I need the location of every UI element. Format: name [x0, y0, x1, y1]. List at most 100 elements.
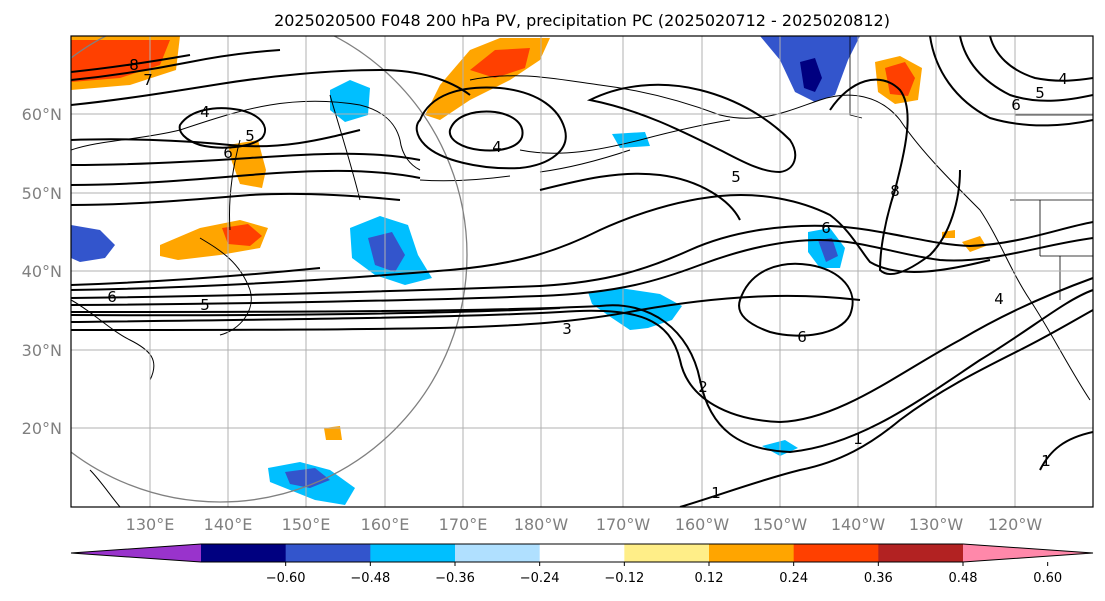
colorbar: −0.60 −0.48 −0.36 −0.24 −0.12 0.12 0.24 0.36 0.4…	[70, 543, 1094, 586]
lat-tick-label: 40°N	[22, 262, 62, 281]
colorbar-tick-label: −0.36	[435, 571, 475, 586]
colorbar-tick-label: 0.60	[1033, 571, 1062, 586]
lon-tick-label: 170°E	[439, 515, 488, 534]
precip-patch-bc-warm	[962, 236, 986, 252]
precip-patch-kamchatka-cold	[330, 80, 370, 122]
precip-patch-marianas-warm	[324, 426, 342, 440]
lon-tick-label: 160°E	[361, 515, 410, 534]
contour-label: 1	[1041, 452, 1051, 470]
contour-label: 6	[223, 144, 233, 162]
coast-alaska	[469, 75, 1091, 401]
contour-label: 5	[200, 296, 210, 314]
pv-contour-north-3	[71, 68, 471, 106]
coast-kamchatka	[329, 94, 421, 201]
pv-contour-north-1	[71, 49, 281, 81]
contour-label: 5	[1035, 84, 1045, 102]
pv-contour-jet-a	[71, 307, 561, 317]
pv-contour-bering-low	[415, 86, 567, 170]
lon-tick-label: 140°E	[204, 515, 253, 534]
lat-tick-label: 20°N	[22, 419, 62, 438]
lat-tick-label: 30°N	[22, 341, 62, 360]
colorbar-tick-label: −0.12	[604, 571, 644, 586]
precip-patch-yukon-hot	[885, 62, 915, 96]
pv-contour-ne-2	[989, 36, 1093, 82]
contour-label: 6	[1011, 96, 1021, 114]
contour-label: 5	[245, 127, 255, 145]
pv-contour-central-bend	[539, 172, 741, 221]
map-frame	[70, 35, 1094, 508]
colorbar-extend-low	[71, 544, 201, 562]
lon-tick-label: 140°W	[831, 515, 886, 534]
colorbar-segment	[455, 544, 541, 562]
pv-contour-5	[71, 221, 1093, 299]
contour-label: 8	[129, 56, 139, 74]
colorbar-tick-label: 0.12	[695, 571, 724, 586]
colorbar-segment	[201, 544, 287, 562]
pv-contour-1	[71, 289, 1093, 454]
contour-label: 6	[821, 219, 831, 237]
contour-label: 7	[143, 71, 153, 89]
lat-tick-label: 50°N	[22, 184, 62, 203]
colorbar-tick-label: 0.36	[864, 571, 893, 586]
pv-contour-jet-b	[71, 267, 321, 286]
contour-label: 5	[731, 168, 741, 186]
precip-patch-japan-hot	[222, 224, 262, 246]
colorbar-tick-label: 0.48	[949, 571, 978, 586]
chart-title: 2025020500 F048 200 hPa PV, precipitatio…	[274, 11, 890, 30]
pv-contour-ne-3	[929, 36, 1093, 127]
coastlines	[71, 75, 1091, 507]
pv-contour-6	[71, 193, 991, 291]
colorbar-tick-label: −0.24	[520, 571, 560, 586]
colorbar-segment	[370, 544, 456, 562]
contour-label: 8	[890, 182, 900, 200]
pv-contour-ne-1	[959, 36, 1093, 102]
contour-label: 4	[200, 103, 210, 121]
radius-circle	[71, 36, 468, 503]
lon-tick-label: 150°E	[282, 515, 331, 534]
lon-tick-label: 150°W	[753, 515, 808, 534]
colorbar-segment	[793, 544, 879, 562]
pv-contour-low-center	[738, 262, 854, 337]
colorbar-segment	[709, 544, 795, 562]
pv-contours	[71, 36, 1093, 507]
graticule	[71, 36, 1093, 507]
lon-tick-label: 130°W	[909, 515, 964, 534]
colorbar-tick-label: −0.48	[350, 571, 390, 586]
lat-tick-label: 60°N	[22, 105, 62, 124]
pv-contour-gulf-trough	[829, 78, 961, 275]
precip-patch-nw-hot	[71, 40, 170, 82]
precip-patch-south-deep	[285, 468, 330, 488]
pv-contour-alaska-ridge	[586, 83, 797, 174]
colorbar-segment	[878, 544, 964, 562]
precip-patch-alaska-deep	[800, 58, 822, 92]
colorbar-tick-label: −0.60	[266, 571, 306, 586]
precip-patch-bering-hot	[470, 48, 530, 78]
lon-tick-label: 180°W	[514, 515, 569, 534]
colorbar-segment	[624, 544, 710, 562]
contour-label: 1	[711, 484, 721, 502]
contour-label: 6	[107, 288, 117, 306]
contour-label: 1	[853, 430, 863, 448]
colorbar-tick-label: 0.24	[779, 571, 808, 586]
colorbar-extend-high	[963, 544, 1093, 562]
contour-label: 4	[1058, 70, 1068, 88]
precip-patch-npac-deep	[368, 232, 405, 272]
lon-ticks: 130°E 140°E 150°E 160°E 170°E 180°W 170°…	[126, 515, 1043, 534]
pv-contour-okhotsk-5	[71, 192, 401, 206]
pv-contour-okhotsk-2	[71, 129, 361, 148]
pv-contour-1b	[679, 309, 1093, 507]
pv-contour-north-2	[71, 54, 191, 73]
lon-tick-label: 120°W	[988, 515, 1043, 534]
contour-label: 3	[562, 320, 572, 338]
coast-aleutians	[419, 149, 631, 182]
lon-tick-label: 130°E	[126, 515, 175, 534]
precip-patch-sea-japan-cold	[71, 225, 115, 262]
pv-contour-okhotsk-4	[71, 169, 421, 186]
contour-label: 4	[492, 138, 502, 156]
pv-contour-okhotsk-3	[71, 152, 421, 166]
map-panel: 8 7 4 5 6 4 5 4 5 6 8 6 5 6 3 6 2 1 1 1	[70, 35, 1094, 508]
lon-tick-label: 170°W	[596, 515, 651, 534]
pv-contour-2	[71, 277, 1093, 424]
colorbar-segment	[539, 544, 625, 562]
